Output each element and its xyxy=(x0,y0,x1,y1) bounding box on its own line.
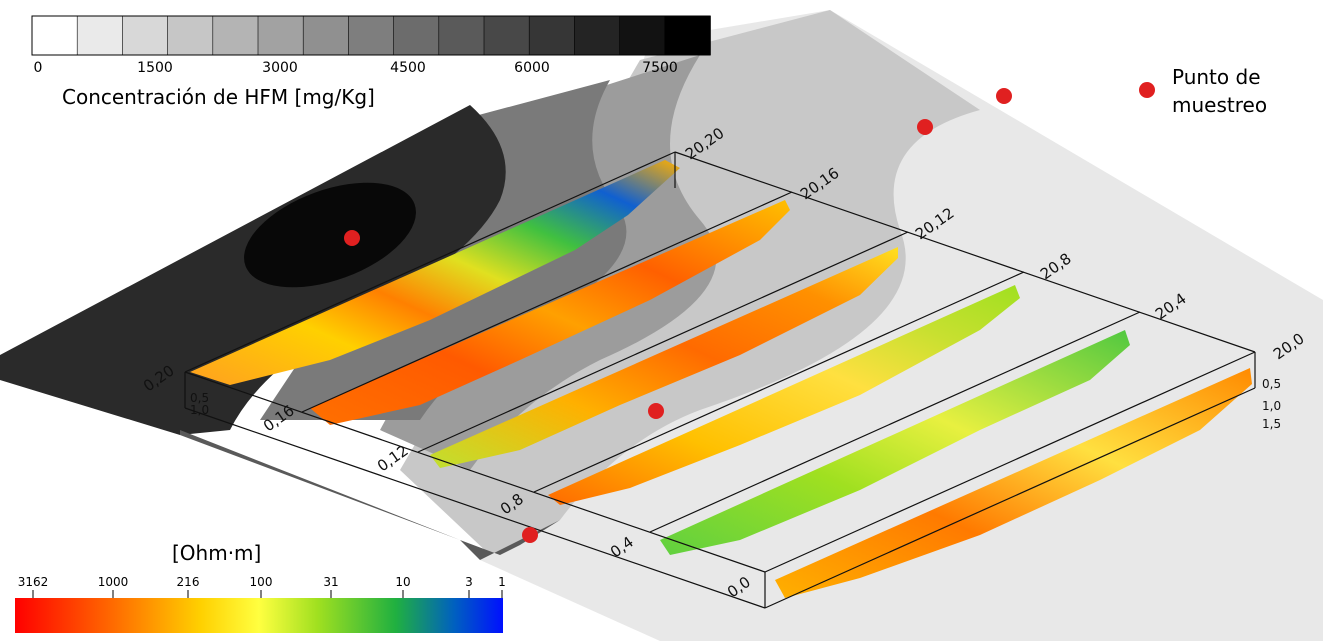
resistivity-legend-tick-label: 10 xyxy=(395,575,410,589)
survey-wireframe xyxy=(184,151,1256,609)
resistivity-profile-y4 xyxy=(660,330,1130,555)
hfm-legend-swatch xyxy=(302,15,350,56)
resistivity-legend-tick-label: 31 xyxy=(323,575,338,589)
sampling-point xyxy=(522,527,538,543)
hfm-legend-tick-label: 1500 xyxy=(137,60,173,76)
resistivity-legend-tick-label: 1000 xyxy=(98,575,129,589)
hfm-legend-tick-label: 3000 xyxy=(262,60,298,76)
hfm-legend-swatch xyxy=(664,15,711,56)
hfm-legend-ticks: 0 1500 3000 4500 6000 7500 xyxy=(34,60,678,76)
hfm-legend-title: Concentración de HFM [mg/Kg] xyxy=(62,85,375,109)
hfm-legend: 0 1500 3000 4500 6000 7500 Concentración de H… xyxy=(31,15,711,109)
hfm-legend-frame xyxy=(31,15,711,56)
hfm-contour-core xyxy=(244,182,416,288)
hfm-legend-swatch xyxy=(574,15,621,56)
hfm-legend-swatch xyxy=(167,15,214,56)
resistivity-profile-y12 xyxy=(430,247,898,468)
hfm-legend-swatch xyxy=(348,15,395,56)
sampling-point xyxy=(996,88,1012,104)
resistivity-profile-y20 xyxy=(190,160,680,385)
resistivity-legend-tick-label: 216 xyxy=(177,575,200,589)
hfm-legend-swatch xyxy=(528,15,576,56)
sampling-legend-label-line2: muestreo xyxy=(1172,93,1267,117)
sampling-points xyxy=(344,88,1012,543)
depth-label-back-1-5: 1,5 xyxy=(1262,417,1281,431)
hfm-legend-swatch xyxy=(393,15,440,56)
hfm-legend-swatch xyxy=(483,15,531,56)
sampling-point xyxy=(344,230,360,246)
resistivity-legend-tick-label: 3 xyxy=(465,575,473,589)
resistivity-legend-title: [Ohm·m] xyxy=(172,541,261,565)
resistivity-legend-tick-label: 100 xyxy=(250,575,273,589)
hfm-legend-tick-label: 4500 xyxy=(390,60,426,76)
resistivity-legend-tick-label: 1 xyxy=(498,575,506,589)
resistivity-profile-y16 xyxy=(310,200,790,425)
depth-scale-back: 0,5 1,0 1,5 xyxy=(1262,377,1281,431)
sampling-legend-label-line1: Punto de xyxy=(1172,65,1261,89)
hfm-legend-tick-label: 6000 xyxy=(514,60,550,76)
sampling-point xyxy=(648,403,664,419)
hfm-legend-swatch xyxy=(76,15,124,56)
resistivity-profile-y0 xyxy=(775,368,1252,598)
resistivity-legend-bar xyxy=(15,598,503,633)
hfm-legend-tick-label: 7500 xyxy=(642,60,678,76)
sampling-legend: Punto de muestreo xyxy=(1139,65,1267,117)
resistivity-profile-y8 xyxy=(548,285,1020,505)
resistivity-profiles xyxy=(190,160,1252,598)
depth-label-front-0-5: 0,5 xyxy=(190,391,209,405)
hfm-legend-swatch xyxy=(438,15,485,56)
sampling-point xyxy=(917,119,933,135)
resistivity-legend-ticks: 3162 1000 216 100 31 10 3 1 xyxy=(18,575,506,598)
depth-label-front-1-0: 1,0 xyxy=(190,403,209,417)
hfm-legend-swatch xyxy=(212,15,259,56)
hfm-legend-swatch xyxy=(257,15,305,56)
resistivity-legend: [Ohm·m] 3162 1000 216 100 31 10 3 1 xyxy=(15,541,506,633)
resistivity-legend-tick-label: 3162 xyxy=(18,575,49,589)
depth-scale-front: 0,5 1,0 xyxy=(190,391,209,417)
hfm-legend-swatch xyxy=(619,15,666,56)
depth-label-back-0-5: 0,5 xyxy=(1262,377,1281,391)
hfm-legend-swatches xyxy=(31,15,711,56)
depth-label-back-1-0: 1,0 xyxy=(1262,399,1281,413)
hfm-legend-swatch xyxy=(122,15,169,56)
sampling-legend-marker xyxy=(1139,82,1155,98)
hfm-legend-swatch xyxy=(31,15,79,56)
hfm-legend-tick-label: 0 xyxy=(34,60,43,76)
